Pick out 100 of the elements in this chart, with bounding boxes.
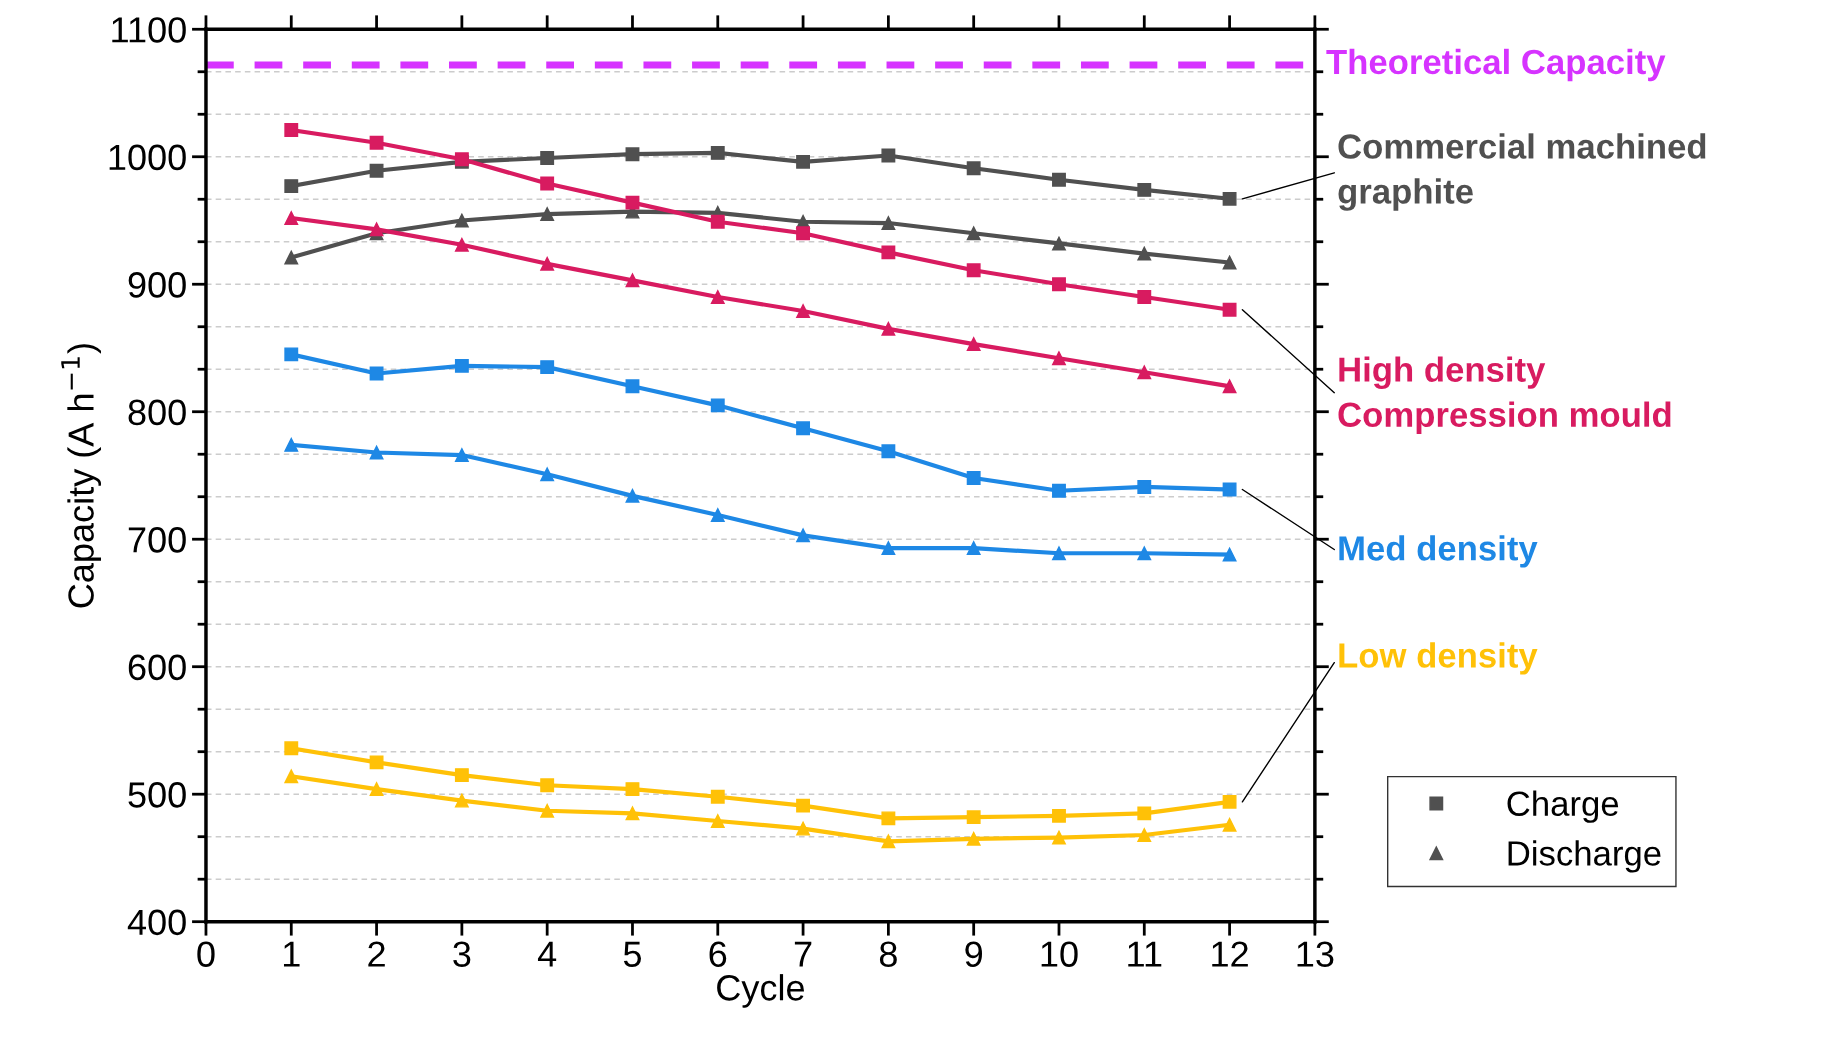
point (1137, 246, 1152, 261)
y-tick-label: 800 (128, 399, 186, 426)
point (284, 123, 299, 137)
point (710, 508, 725, 522)
point (796, 304, 811, 318)
point (1052, 172, 1066, 187)
point (710, 789, 725, 804)
point (284, 769, 299, 784)
point (540, 256, 555, 271)
point (1052, 830, 1066, 845)
point (881, 321, 896, 336)
point (796, 798, 811, 813)
point (881, 834, 896, 849)
point (796, 421, 811, 436)
point (1222, 794, 1237, 809)
legend-label: Charge (1507, 790, 1619, 823)
x-axis-title: Cycle (717, 974, 804, 1008)
point (881, 245, 896, 260)
y-axis-title: Capacity (A h$^{−1}$) (61, 344, 101, 608)
point (710, 290, 725, 304)
y-tick-label: 1100 (112, 17, 186, 43)
x-tick-label: 2 (368, 941, 385, 967)
point (540, 207, 555, 222)
text: Low density (1339, 642, 1538, 675)
x-tick-label: 7 (794, 941, 812, 967)
point (966, 831, 981, 846)
point (284, 437, 299, 452)
point (625, 782, 640, 797)
point (454, 237, 469, 252)
point (454, 768, 469, 783)
point (1137, 806, 1152, 821)
point (710, 814, 725, 828)
point (454, 448, 469, 463)
point (369, 366, 384, 381)
text: Med density (1339, 535, 1538, 568)
point (1137, 480, 1152, 494)
point (966, 471, 981, 485)
point (1052, 351, 1066, 366)
point (796, 226, 811, 241)
y-tick-label: 400 (127, 909, 186, 936)
point (1052, 236, 1066, 251)
point (284, 347, 299, 362)
point (710, 214, 725, 229)
point (1222, 817, 1237, 832)
point (1137, 546, 1152, 561)
point (369, 755, 384, 770)
x-tick-label: 6 (709, 941, 727, 967)
x-tick-label: 4 (537, 941, 557, 967)
point (540, 151, 555, 165)
point (1052, 808, 1066, 823)
point (625, 273, 640, 288)
y-tick-label: 500 (128, 782, 186, 808)
point (881, 148, 896, 163)
x-tick-label: 1 (283, 941, 300, 967)
point (1137, 182, 1152, 197)
point (1137, 828, 1152, 842)
point (966, 226, 981, 241)
point (369, 222, 384, 237)
point (540, 803, 555, 818)
y-tick-label: 700 (128, 527, 186, 553)
point (1137, 290, 1152, 304)
point (625, 806, 640, 821)
point (881, 444, 896, 459)
x-tick-label: 9 (965, 941, 983, 967)
x-tick-label: 11 (1128, 941, 1162, 967)
point (284, 741, 299, 756)
x-tick-label: 12 (1212, 941, 1248, 967)
point (625, 488, 640, 503)
point (1222, 255, 1237, 270)
y-tick-label: 900 (128, 272, 186, 298)
point (1137, 365, 1152, 380)
x-tick-label: 8 (879, 941, 897, 967)
point (1222, 302, 1237, 317)
point (1222, 379, 1237, 394)
point (966, 263, 981, 278)
point (1052, 546, 1066, 561)
point (540, 467, 555, 482)
point (625, 147, 640, 162)
ref-line-label: Theoretical Capacity (1326, 48, 1666, 82)
point (881, 541, 896, 556)
y-tick-label: 1000 (109, 144, 186, 171)
text: Commercial machined graphite (1338, 133, 1706, 211)
point (284, 179, 299, 194)
point (966, 161, 981, 176)
point (881, 811, 896, 826)
point (540, 176, 555, 191)
point (710, 398, 725, 413)
point (796, 154, 811, 169)
point (540, 360, 555, 375)
text: High density Compression mould (1338, 356, 1671, 434)
point (454, 213, 469, 228)
point (796, 528, 811, 543)
x-tick-label: 10 (1041, 941, 1078, 967)
x-tick-label: 13 (1297, 941, 1334, 967)
x-tick-label: 0 (197, 941, 215, 967)
point (540, 778, 555, 793)
point (369, 135, 384, 150)
point (454, 358, 469, 373)
y-tick-label: 600 (128, 654, 186, 681)
point (369, 445, 384, 460)
